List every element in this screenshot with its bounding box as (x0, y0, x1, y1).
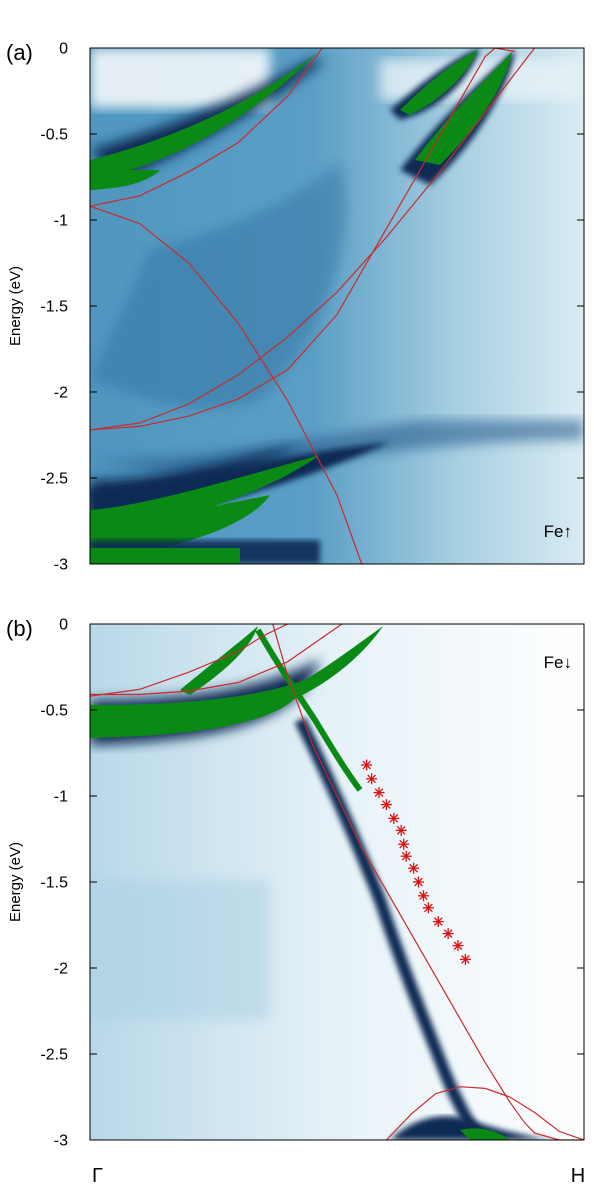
experiment-point (380, 799, 392, 811)
experiment-point (361, 759, 373, 771)
experiment-point (398, 838, 410, 850)
spectral-dark-band-b2 (294, 717, 485, 1140)
y-tick-label: -3 (54, 1133, 68, 1150)
experiment-point (452, 940, 464, 952)
y-tick-label: 0 (59, 617, 68, 634)
experiment-point (432, 916, 444, 928)
y-axis-a: 0 -0.5 -1 -1.5 -2 -2.5 -3 (40, 41, 584, 574)
experiment-point (388, 812, 400, 824)
y-axis-b: 0 -0.5 -1 -1.5 -2 -2.5 -3 (40, 617, 584, 1150)
x-tick-label: H (571, 1165, 585, 1187)
experiment-point (373, 787, 385, 799)
spectral-broad-a (90, 160, 347, 409)
band-line-a-2 (90, 205, 363, 564)
spectral-saturated-a3 (400, 50, 478, 115)
y-tick-label: -2.5 (40, 471, 68, 488)
experiment-point (395, 824, 407, 836)
panel-label-a: (a) (6, 40, 33, 65)
experiment-point (408, 862, 420, 874)
y-tick-label: -2.5 (40, 1047, 68, 1064)
spectral-broad-b (90, 880, 270, 1020)
spectral-saturated-a2 (90, 170, 160, 190)
experiment-point (442, 928, 454, 940)
experiment-point (366, 773, 378, 785)
y-tick-label: -2 (54, 385, 68, 402)
spectral-map-a (90, 48, 584, 564)
band-line-b-3 (272, 624, 584, 1140)
experiment-point (400, 850, 412, 862)
spectral-dark-band-b3 (390, 1116, 560, 1140)
y-tick-label: -1 (54, 789, 68, 806)
y-axis-title-b: Energy (eV) (7, 842, 24, 922)
y-tick-label: -0.5 (40, 127, 68, 144)
band-line-b-2 (90, 624, 343, 696)
y-tick-label: -1 (54, 213, 68, 230)
x-tick-label: Γ (92, 1165, 103, 1187)
panel-label-b: (b) (6, 616, 33, 641)
spin-label-a: Fe↑ (544, 522, 572, 541)
y-axis-title-a: Energy (eV) (7, 266, 24, 346)
bands-b (90, 624, 584, 1140)
spectral-saturated-b2 (180, 626, 258, 695)
spectral-saturated-b5 (460, 1128, 510, 1140)
y-tick-label: -3 (54, 557, 68, 574)
spectral-saturated-a5 (90, 455, 320, 530)
experiment-point (459, 953, 471, 965)
spectral-saturated-b3 (270, 626, 383, 705)
spin-label-b: Fe↓ (544, 653, 572, 672)
y-tick-label: -0.5 (40, 703, 68, 720)
experiment-point (418, 890, 429, 902)
y-tick-label: -1.5 (40, 875, 68, 892)
experiment-point (413, 876, 424, 888)
bands-a (90, 48, 536, 564)
experiment-points-b (361, 759, 471, 965)
y-tick-label: 0 (59, 41, 68, 58)
spectral-saturated-b4 (255, 628, 363, 792)
band-line-b-1 (90, 624, 289, 697)
spectral-saturated-a1 (90, 52, 318, 180)
band-line-a-3 (90, 48, 536, 431)
band-line-b-4 (385, 1086, 584, 1140)
spectral-saturated-b1 (90, 680, 305, 738)
experiment-point (422, 902, 434, 914)
spectral-saturated-a7 (90, 548, 240, 564)
band-line-a-4 (90, 48, 515, 431)
band-line-a-1 (90, 48, 323, 207)
y-tick-label: -2 (54, 961, 68, 978)
spectral-map-b (90, 624, 584, 1140)
y-tick-label: -1.5 (40, 299, 68, 316)
